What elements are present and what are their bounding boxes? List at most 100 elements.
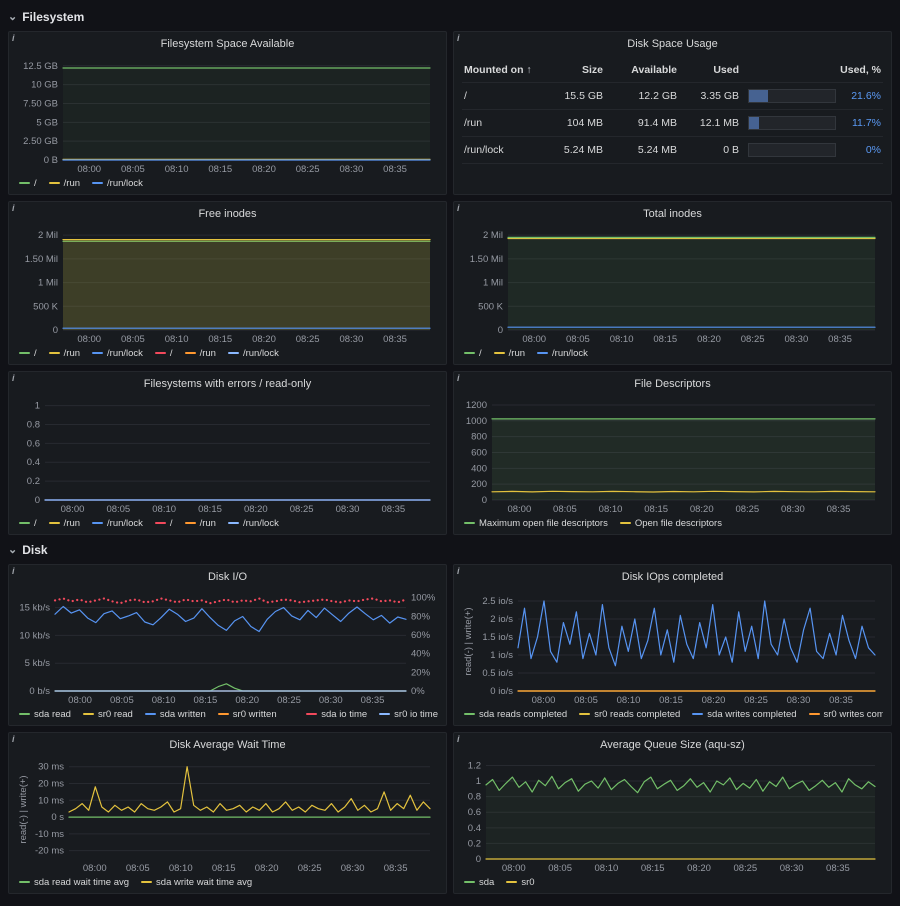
svg-text:08:00: 08:00 xyxy=(522,334,546,345)
chart-filesystems-with-errors[interactable]: 0 0.2 0.4 0.6 0.8 1 08:00 08:05 08:10 08:15 08:20 0… xyxy=(17,394,438,515)
svg-text:60%: 60% xyxy=(411,630,431,641)
info-icon[interactable]: i xyxy=(12,734,15,744)
chart-average-queue-size[interactable]: 0 0.2 0.4 0.6 0.8 1 1.2 08:00 08:05 08:10 08:15 08:… xyxy=(462,755,883,874)
legend-item[interactable]: / xyxy=(154,518,173,529)
chart-disk-iops-completed[interactable]: 0 io/s 0.5 io/s 1 io/s 1.5 io/s 2 io/s 2.5 io… xyxy=(462,587,883,706)
column-header-mounted-on[interactable]: Mounted on ↑ xyxy=(464,64,537,76)
panel-title[interactable]: Filesystem Space Available xyxy=(160,38,295,50)
chart-file-descriptors[interactable]: 0 200 400 600 800 1000 1200 08:00 08:05 08:10 08:1… xyxy=(462,394,883,515)
panel-title[interactable]: Filesystems with errors / read-only xyxy=(143,378,312,390)
panel-title[interactable]: File Descriptors xyxy=(634,378,711,390)
svg-text:08:25: 08:25 xyxy=(296,334,320,345)
info-icon[interactable]: i xyxy=(12,373,15,383)
legend-item[interactable]: /run/lock xyxy=(92,518,143,529)
legend-swatch-icon xyxy=(48,522,60,524)
legend-item[interactable]: sr0 reads completed xyxy=(579,709,680,720)
table-row[interactable]: /run/lock 5.24 MB 5.24 MB 0 B 0% xyxy=(462,137,883,164)
chart-legend: sda sr0 xyxy=(462,874,883,890)
legend-swatch-icon xyxy=(619,522,631,524)
legend-item[interactable]: /run/lock xyxy=(227,518,279,529)
section-disk[interactable]: ⌄ Disk xyxy=(8,541,892,559)
info-icon[interactable]: i xyxy=(457,566,460,576)
info-icon[interactable]: i xyxy=(12,33,15,43)
legend-item[interactable]: / xyxy=(19,178,37,189)
svg-text:08:10: 08:10 xyxy=(169,863,193,874)
table-row[interactable]: /run 104 MB 91.4 MB 12.1 MB 11.7% xyxy=(462,110,883,137)
legend-item[interactable]: /run xyxy=(493,348,525,359)
legend-item[interactable]: sda writes completed xyxy=(692,709,797,720)
legend-item[interactable]: /run/lock xyxy=(92,348,143,359)
legend-item[interactable]: / xyxy=(154,348,173,359)
legend-swatch-icon xyxy=(217,713,229,715)
legend-item[interactable]: sda reads completed xyxy=(464,709,567,720)
legend-item[interactable]: sda read xyxy=(19,709,71,720)
svg-text:08:15: 08:15 xyxy=(644,504,668,515)
legend-swatch-icon xyxy=(692,713,704,715)
legend-item[interactable]: sda xyxy=(464,877,494,888)
chart-disk-io[interactable]: 0 b/s 5 kb/s 10 kb/s 15 kb/s 0% 20% 40% 60% 80% 1… xyxy=(17,587,438,706)
svg-text:08:00: 08:00 xyxy=(507,504,531,515)
chart-disk-average-wait-time[interactable]: -20 ms -10 ms 0 s 10 ms 20 ms 30 ms 08:00 08:05… xyxy=(17,755,438,874)
info-icon[interactable]: i xyxy=(457,203,460,213)
info-icon[interactable]: i xyxy=(12,203,15,213)
info-icon[interactable]: i xyxy=(12,566,15,576)
legend-item[interactable]: sr0 writes completed xyxy=(808,709,883,720)
panel-title[interactable]: Disk Space Usage xyxy=(627,38,718,50)
panel-title[interactable]: Disk IOps completed xyxy=(621,571,724,583)
legend-item[interactable]: sr0 written xyxy=(217,709,277,720)
panel-title[interactable]: Free inodes xyxy=(198,208,257,220)
available-cell: 91.4 MB xyxy=(637,117,677,129)
legend-item[interactable]: sr0 read xyxy=(82,709,133,720)
legend-item[interactable]: / xyxy=(19,518,37,529)
usage-pct-label: 11.7% xyxy=(852,117,881,129)
legend-item[interactable]: /run xyxy=(48,518,80,529)
info-icon[interactable]: i xyxy=(457,33,460,43)
section-filesystem[interactable]: ⌄ Filesystem xyxy=(8,8,892,26)
legend-item[interactable]: Open file descriptors xyxy=(619,518,722,529)
dashboard-row: i Disk Average Wait Time -20 ms -10 ms 0 s… xyxy=(8,732,892,894)
legend-item[interactable]: sda io time xyxy=(306,709,367,720)
chart-filesystem-space-available[interactable]: 0 B 2.50 GB 5 GB 7.50 GB 10 GB 12.5 GB 08:00 08… xyxy=(17,54,438,175)
legend-swatch-icon xyxy=(184,352,196,354)
svg-text:15 kb/s: 15 kb/s xyxy=(19,603,50,614)
legend-item[interactable]: /run xyxy=(48,348,80,359)
panel-title[interactable]: Disk Average Wait Time xyxy=(169,739,286,751)
svg-text:08:35: 08:35 xyxy=(829,695,853,706)
column-header-size[interactable]: Size xyxy=(581,63,603,76)
chevron-down-icon: ⌄ xyxy=(8,544,18,556)
svg-text:08:20: 08:20 xyxy=(255,863,279,874)
usage-bar xyxy=(748,116,836,130)
table-row[interactable]: / 15.5 GB 12.2 GB 3.35 GB 21.6% xyxy=(462,83,883,110)
svg-text:08:10: 08:10 xyxy=(165,164,189,175)
chart-total-inodes[interactable]: 0 500 K 1 Mil 1.50 Mil 2 Mil 08:00 08:05 08:10 0… xyxy=(462,224,883,345)
chart-free-inodes[interactable]: 0 500 K 1 Mil 1.50 Mil 2 Mil 08:00 08:05 08:10 0… xyxy=(17,224,438,345)
legend-item[interactable]: sr0 xyxy=(506,877,535,888)
legend-item[interactable]: /run xyxy=(184,348,216,359)
legend-item[interactable]: sda written xyxy=(144,709,206,720)
legend-item[interactable]: sda write wait time avg xyxy=(141,877,252,888)
column-header-available[interactable]: Available xyxy=(631,63,677,76)
svg-text:08:10: 08:10 xyxy=(152,695,176,706)
legend-item[interactable]: /run/lock xyxy=(227,348,279,359)
legend-item[interactable]: sda read wait time avg xyxy=(19,877,129,888)
info-icon[interactable]: i xyxy=(457,373,460,383)
info-icon[interactable]: i xyxy=(457,734,460,744)
legend-item[interactable]: /run xyxy=(184,518,216,529)
svg-text:08:05: 08:05 xyxy=(106,504,130,515)
svg-text:1.2: 1.2 xyxy=(468,760,481,771)
legend-item[interactable]: sr0 io time xyxy=(379,709,438,720)
legend-item[interactable]: /run xyxy=(48,178,80,189)
legend-item[interactable]: / xyxy=(19,348,37,359)
svg-text:08:35: 08:35 xyxy=(383,164,407,175)
column-header-used[interactable]: Used xyxy=(713,63,739,76)
legend-item[interactable]: /run/lock xyxy=(537,348,588,359)
column-header-used-pct[interactable]: Used, % xyxy=(840,63,881,76)
usage-bar-fill xyxy=(749,90,768,102)
panel-disk-average-wait-time: i Disk Average Wait Time -20 ms -10 ms 0 s… xyxy=(8,732,447,894)
legend-item[interactable]: /run/lock xyxy=(92,178,143,189)
panel-title[interactable]: Average Queue Size (aqu-sz) xyxy=(600,739,745,751)
legend-item[interactable]: / xyxy=(464,348,482,359)
legend-item[interactable]: Maximum open file descriptors xyxy=(464,518,608,529)
panel-title[interactable]: Total inodes xyxy=(643,208,702,220)
panel-title[interactable]: Disk I/O xyxy=(207,571,248,583)
